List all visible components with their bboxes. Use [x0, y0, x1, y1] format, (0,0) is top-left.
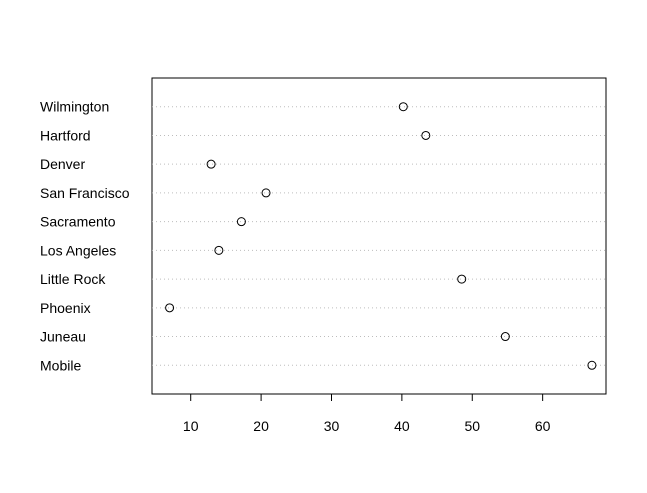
category-label-wilmington: Wilmington: [40, 99, 109, 115]
x-tick-label-40: 40: [394, 418, 410, 434]
category-label-san-francisco: San Francisco: [40, 185, 130, 201]
data-point-los-angeles: [214, 245, 224, 255]
category-labels: Mobile Juneau Phoenix Little Rock Los Angele…: [40, 99, 130, 374]
data-point-san-francisco: [261, 188, 271, 198]
data-points: [165, 102, 597, 370]
data-point-juneau: [500, 332, 510, 342]
category-label-phoenix: Phoenix: [40, 300, 91, 316]
plot-frame: [151, 77, 607, 395]
category-label-juneau: Juneau: [40, 329, 86, 345]
x-tick-label-30: 30: [324, 418, 340, 434]
category-label-little-rock: Little Rock: [40, 271, 106, 287]
category-label-los-angeles: Los Angeles: [40, 242, 116, 258]
data-point-sacramento: [236, 217, 246, 227]
category-label-mobile: Mobile: [40, 357, 81, 373]
category-label-hartford: Hartford: [40, 127, 91, 143]
data-point-mobile: [587, 360, 597, 370]
data-point-little-rock: [457, 274, 467, 284]
category-label-denver: Denver: [40, 156, 85, 172]
x-tick-label-10: 10: [183, 418, 199, 434]
x-axis-ticks: 10 20 30 40 50 60: [183, 394, 551, 434]
data-point-denver: [206, 159, 216, 169]
data-point-wilmington: [398, 102, 408, 112]
data-point-phoenix: [165, 303, 175, 313]
category-label-sacramento: Sacramento: [40, 214, 116, 230]
guide-lines: [152, 106, 606, 366]
x-tick-label-60: 60: [535, 418, 551, 434]
x-tick-label-50: 50: [464, 418, 480, 434]
data-point-hartford: [421, 130, 431, 140]
x-tick-label-20: 20: [253, 418, 269, 434]
